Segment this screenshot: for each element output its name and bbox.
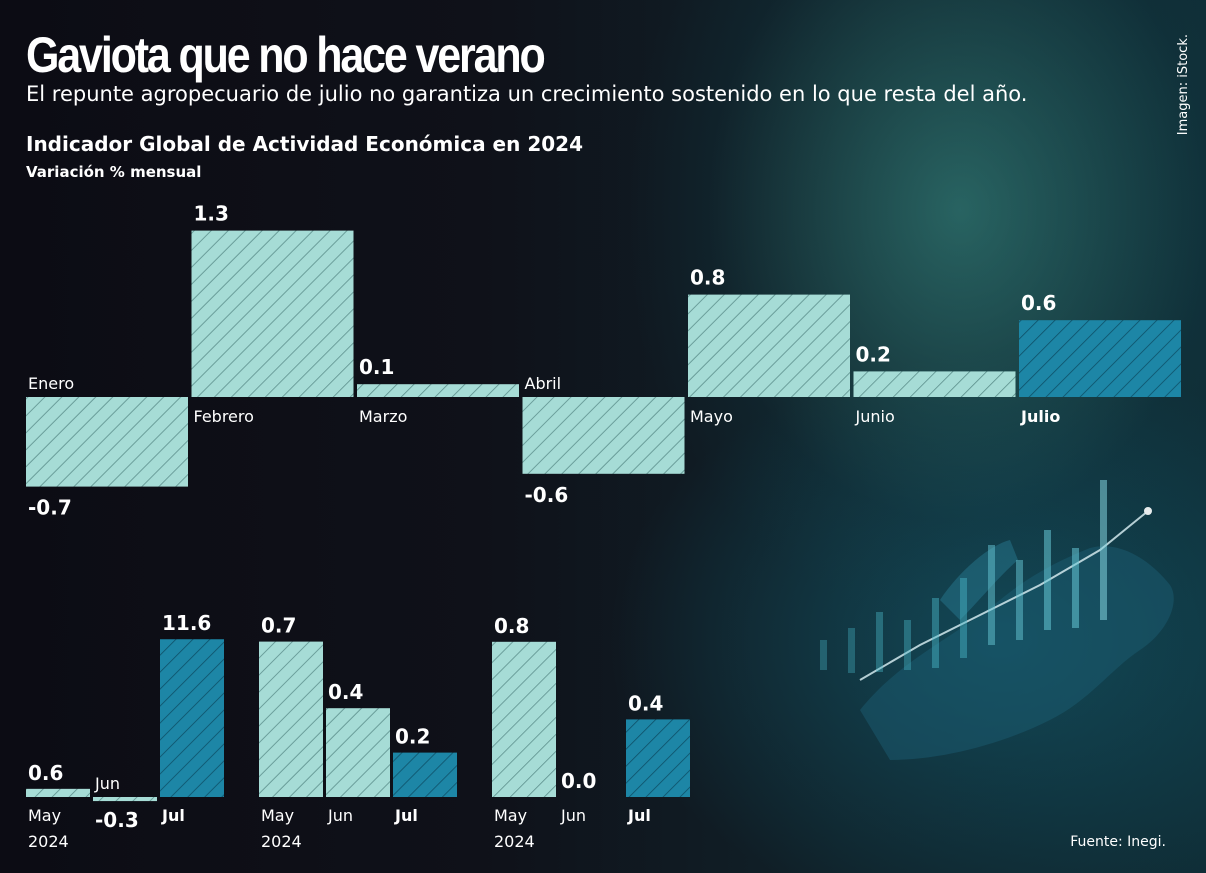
small-chart-1-bar-0 xyxy=(26,788,90,797)
small-chart-3-bar-0 xyxy=(492,641,556,797)
small-chart-3-bar-2 xyxy=(626,719,690,797)
bar-junio xyxy=(853,371,1016,397)
category-label-abril: Abril xyxy=(525,374,562,393)
value-label-marzo: 0.1 xyxy=(359,355,394,379)
hand-illustration xyxy=(820,480,1174,760)
small-chart-1-category-0: May 2024 xyxy=(28,806,69,851)
small-chart-3-value-2: 0.4 xyxy=(628,691,663,715)
category-label-mayo: Mayo xyxy=(690,407,733,426)
small-chart-2-value-1: 0.4 xyxy=(328,680,363,704)
chart-title: Indicador Global de Actividad Económica … xyxy=(26,132,583,156)
small-chart-2-category-2: Jul xyxy=(394,806,418,825)
small-chart-1-bar-2 xyxy=(160,639,224,797)
bar-mayo xyxy=(688,294,850,397)
bar-enero xyxy=(26,397,188,487)
small-chart-1-category-1: Jun xyxy=(94,774,120,793)
small-chart-3-value-0: 0.8 xyxy=(494,614,529,638)
small-chart-1-bar-1 xyxy=(93,797,157,802)
value-label-junio: 0.2 xyxy=(856,342,891,366)
value-label-enero: -0.7 xyxy=(28,496,72,520)
value-label-mayo: 0.8 xyxy=(690,266,725,290)
bar-abril xyxy=(522,397,685,474)
value-label-julio: 0.6 xyxy=(1021,291,1056,315)
small-chart-3-category-0: May 2024 xyxy=(494,806,535,851)
value-label-abril: -0.6 xyxy=(525,483,569,507)
value-label-febrero: 1.3 xyxy=(194,202,229,226)
small-chart-2-bar-0 xyxy=(259,641,323,797)
bar-febrero xyxy=(191,230,354,397)
category-label-marzo: Marzo xyxy=(359,407,407,426)
small-chart-2-value-2: 0.2 xyxy=(395,725,430,749)
small-chart-1-value-1: -0.3 xyxy=(95,808,139,832)
source-note: Fuente: Inegi. xyxy=(1070,834,1166,850)
small-chart-1-category-2: Jul xyxy=(161,806,185,825)
category-label-febrero: Febrero xyxy=(194,407,254,426)
category-label-julio: Julio xyxy=(1020,407,1060,426)
small-chart-2-bar-2 xyxy=(393,752,457,797)
bar-julio xyxy=(1019,320,1181,397)
small-chart-2-bar-1 xyxy=(326,708,390,797)
page-title: Gaviota que no hace verano xyxy=(26,27,546,83)
small-chart-1-value-2: 11.6 xyxy=(162,611,211,635)
category-label-junio: Junio xyxy=(855,407,895,426)
chart-subtitle: Variación % mensual xyxy=(26,163,202,181)
small-chart-3-value-1: 0.0 xyxy=(561,769,596,793)
small-chart-3-category-1: Jun xyxy=(560,806,586,825)
small-chart-2-category-1: Jun xyxy=(327,806,353,825)
small-chart-2-value-0: 0.7 xyxy=(261,614,296,638)
small-chart-1-value-0: 0.6 xyxy=(28,761,63,785)
small-chart-2-category-0: May 2024 xyxy=(261,806,302,851)
small-chart-3-category-2: Jul xyxy=(627,806,651,825)
bar-marzo xyxy=(357,384,519,397)
page-subtitle: El repunte agropecuario de julio no gara… xyxy=(26,82,1028,106)
category-label-enero: Enero xyxy=(28,374,74,393)
